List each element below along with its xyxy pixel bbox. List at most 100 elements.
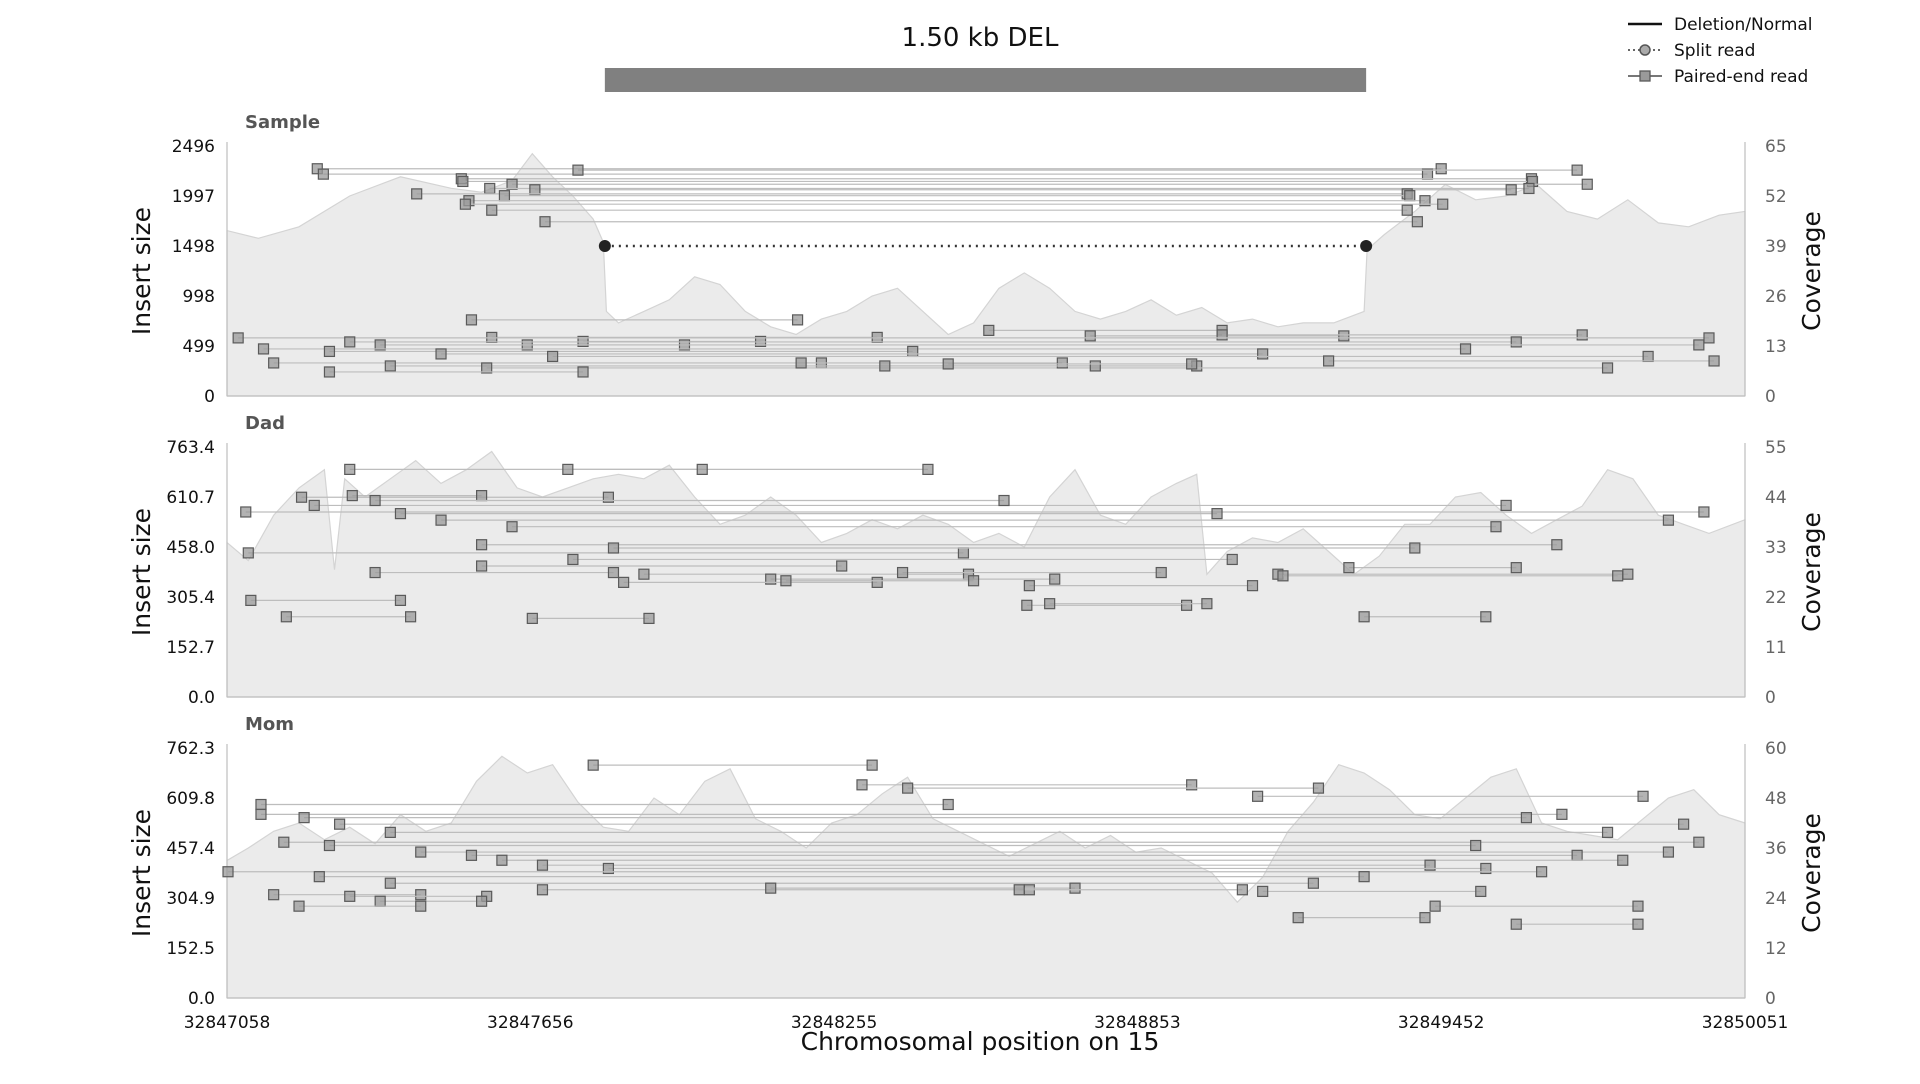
- paired-read-marker: [1637, 790, 1649, 802]
- y-tick-label: 610.7: [166, 488, 215, 508]
- y2-axis-label: Coverage: [1797, 211, 1826, 331]
- y-axis-label: Insert size: [127, 207, 156, 335]
- paired-read-marker: [1186, 358, 1198, 370]
- paired-read-marker: [317, 168, 329, 180]
- paired-read-marker: [1312, 782, 1325, 794]
- paired-read-marker: [607, 566, 620, 579]
- paired-read-marker: [1576, 329, 1588, 341]
- paired-read-marker: [836, 560, 848, 572]
- y2-tick-label: 24: [1765, 889, 1787, 909]
- y2-tick-label: 12: [1765, 939, 1787, 959]
- paired-read-marker: [1056, 357, 1068, 369]
- paired-read-marker: [1424, 859, 1436, 871]
- paired-read-marker: [1693, 836, 1705, 848]
- x-axis: 32847058 32847656 32848255 32848853 32849452…: [184, 1013, 1789, 1033]
- paired-read-marker: [222, 866, 234, 878]
- paired-read-marker: [902, 782, 914, 794]
- paired-read-marker: [1358, 611, 1370, 623]
- paired-read-marker: [293, 900, 305, 912]
- paired-read-marker: [1246, 580, 1259, 592]
- y-tick-label: 1997: [172, 187, 215, 207]
- x-tick-label: 32847656: [487, 1013, 574, 1033]
- legend-split-marker: [1639, 44, 1651, 56]
- paired-read-marker: [333, 818, 346, 830]
- paired-read-marker: [313, 871, 325, 883]
- paired-read-marker: [506, 521, 518, 533]
- paired-read-marker: [384, 360, 396, 372]
- y-tick-label: 304.9: [166, 889, 215, 909]
- paired-read-marker: [1180, 599, 1193, 611]
- paired-read-marker: [255, 798, 267, 811]
- legend-paired-marker: [1639, 70, 1651, 82]
- paired-read-marker: [602, 862, 615, 875]
- paired-read-marker: [780, 575, 792, 587]
- paired-read-marker: [240, 506, 252, 518]
- x-tick-label: 32847058: [184, 1013, 271, 1033]
- paired-read-marker: [765, 882, 777, 894]
- y-tick-label: 305.4: [166, 588, 215, 608]
- y2-tick-label: 48: [1765, 789, 1787, 809]
- paired-read-marker: [484, 182, 496, 195]
- paired-read-marker: [394, 508, 407, 520]
- paired-read-marker: [323, 345, 336, 358]
- paired-read-marker: [696, 463, 708, 475]
- x-axis-label: Chromosomal position on 15: [801, 1027, 1160, 1056]
- paired-read-marker: [1678, 818, 1690, 830]
- paired-read-marker: [435, 348, 447, 360]
- paired-read-marker: [1437, 198, 1449, 210]
- paired-read-marker: [384, 877, 396, 889]
- paired-read-marker: [1551, 539, 1563, 551]
- paired-read-marker: [1523, 182, 1535, 195]
- paired-read-marker: [1049, 573, 1061, 585]
- y2-tick-label: 36: [1765, 839, 1787, 859]
- paired-read-marker: [957, 547, 970, 559]
- paired-read-marker: [1411, 216, 1423, 228]
- paired-read-marker: [1257, 348, 1269, 360]
- paired-read-marker: [1617, 854, 1629, 866]
- paired-read-marker: [232, 332, 244, 344]
- paired-read-marker: [369, 566, 381, 579]
- paired-read-marker: [539, 216, 551, 228]
- paired-read-marker: [496, 854, 508, 866]
- paired-read-marker: [465, 849, 478, 861]
- paired-read-marker: [278, 836, 290, 848]
- x-tick-label: 32848853: [1094, 1013, 1181, 1033]
- paired-read-marker: [1632, 918, 1644, 930]
- paired-read-marker: [411, 188, 423, 200]
- paired-read-marker: [567, 553, 579, 566]
- paired-read-marker: [465, 314, 478, 326]
- panel-sample: Sample 0 499 998 1498 1997 2496 0 13 26 39 52 65 Inse…: [127, 112, 1826, 407]
- paired-read-marker: [405, 611, 417, 623]
- paired-read-marker: [498, 190, 511, 202]
- legend-entry: Split read: [1674, 41, 1755, 61]
- panels: Sample 0 499 998 1498 1997 2496 0 13 26 39 52 65 Inse…: [127, 112, 1826, 1009]
- y2-tick-label: 60: [1765, 739, 1787, 759]
- paired-read-marker: [536, 884, 549, 896]
- paired-read-marker: [1201, 598, 1213, 610]
- paired-read-marker: [476, 560, 488, 572]
- paired-read-marker: [255, 808, 267, 820]
- paired-read-marker: [415, 889, 427, 901]
- y-tick-label: 499: [183, 337, 215, 357]
- paired-read-marker: [1419, 912, 1431, 924]
- paired-read-marker: [1510, 918, 1522, 930]
- paired-read-marker: [1401, 204, 1413, 216]
- paired-read-marker: [572, 164, 584, 176]
- y2-axis-label: Coverage: [1797, 813, 1826, 933]
- paired-read-marker: [1236, 884, 1248, 896]
- paired-read-marker: [476, 539, 488, 551]
- y2-tick-label: 22: [1765, 588, 1787, 608]
- x-tick-label: 32850051: [1702, 1013, 1789, 1033]
- panel-title: Sample: [245, 112, 320, 133]
- y-axis-label: Insert size: [127, 809, 156, 937]
- y-tick-label: 609.8: [166, 789, 215, 809]
- y-tick-label: 457.4: [166, 839, 215, 859]
- paired-read-marker: [369, 494, 381, 507]
- paired-read-marker: [1307, 877, 1319, 889]
- x-tick-label: 32849452: [1398, 1013, 1485, 1033]
- paired-read-marker: [922, 463, 934, 475]
- y2-tick-label: 39: [1765, 237, 1787, 257]
- paired-read-marker: [866, 759, 878, 771]
